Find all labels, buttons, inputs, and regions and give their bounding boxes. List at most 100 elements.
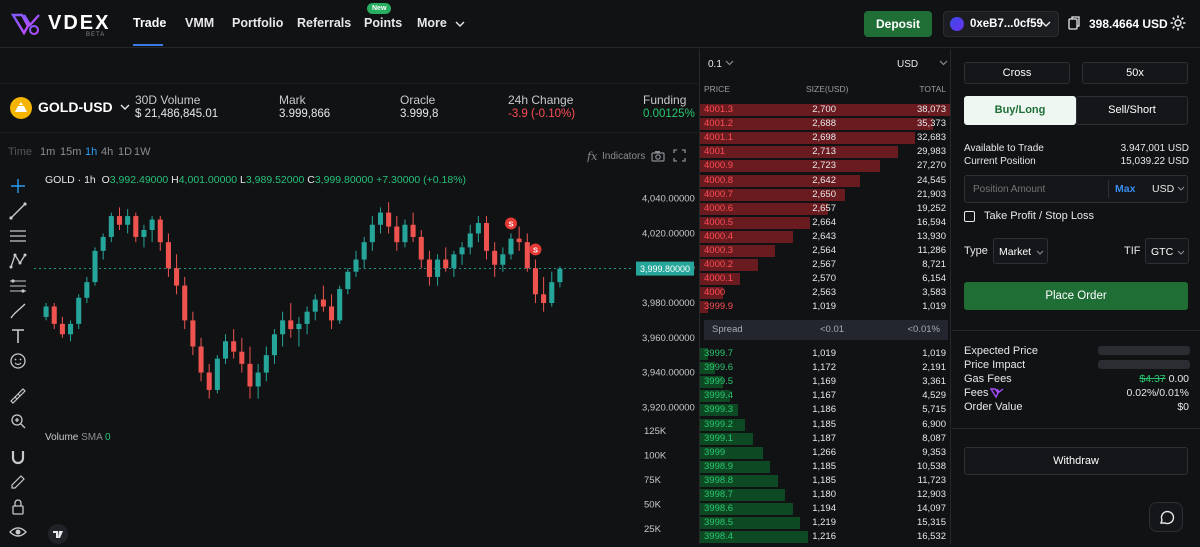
candle-body[interactable] [133, 216, 139, 237]
ask-row[interactable]: 4001 2,713 29,983 [700, 145, 950, 159]
candle-body[interactable] [43, 306, 49, 317]
nav-referrals[interactable]: Referrals [297, 16, 352, 30]
candle-body[interactable] [198, 346, 204, 373]
bid-row[interactable]: 3999.7 1,019 1,019 [700, 347, 950, 361]
bid-row[interactable]: 3998.7 1,180 12,903 [700, 488, 950, 502]
bid-row[interactable]: 3998.6 1,194 14,097 [700, 502, 950, 516]
candle-body[interactable] [435, 259, 441, 277]
ask-row[interactable]: 3999.9 1,019 1,019 [700, 300, 950, 314]
bid-row[interactable]: 3999.2 1,185 6,900 [700, 418, 950, 432]
bid-row[interactable]: 3999.1 1,187 8,087 [700, 432, 950, 446]
timeframe-1w[interactable]: 1W [134, 146, 151, 158]
candle-body[interactable] [108, 216, 114, 237]
candle-body[interactable] [337, 289, 343, 321]
buy-long-tab[interactable]: Buy/Long [964, 96, 1076, 125]
camera-icon[interactable] [651, 150, 665, 162]
candle-body[interactable] [329, 306, 335, 321]
candle-body[interactable] [239, 351, 245, 364]
market-selector[interactable]: GOLD-USD [38, 99, 131, 115]
candle-body[interactable] [271, 334, 277, 356]
amount-currency-select[interactable]: USD [1152, 183, 1185, 195]
candle-body[interactable] [59, 323, 65, 335]
nav-trade[interactable]: Trade [133, 16, 167, 30]
place-order-button[interactable]: Place Order [964, 282, 1188, 310]
candle-body[interactable] [320, 299, 326, 307]
candle-body[interactable] [116, 216, 123, 225]
sell-short-tab[interactable]: Sell/Short [1076, 96, 1188, 125]
candle-body[interactable] [165, 242, 171, 269]
candle-body[interactable] [418, 236, 424, 260]
crosshair-icon[interactable] [8, 176, 28, 196]
emoji-icon[interactable] [8, 351, 28, 371]
currency-select[interactable]: USD [897, 59, 948, 70]
brush-icon[interactable] [8, 301, 28, 321]
ask-row[interactable]: 4000 2,563 3,583 [700, 286, 950, 300]
timeframe-4h[interactable]: 4h [101, 146, 114, 158]
candle-body[interactable] [174, 268, 180, 286]
nav-points[interactable]: Points [364, 16, 403, 30]
bid-row[interactable]: 3999.4 1,167 4,529 [700, 389, 950, 403]
ask-row[interactable]: 4000.9 2,723 27,270 [700, 159, 950, 173]
candle-body[interactable] [125, 216, 131, 225]
bid-row[interactable]: 3999.3 1,186 5,715 [700, 403, 950, 417]
ask-row[interactable]: 4000.8 2,642 24,545 [700, 174, 950, 188]
bid-row[interactable]: 3999.6 1,172 2,191 [700, 361, 950, 375]
candle-body[interactable] [157, 219, 163, 243]
candle-body[interactable] [255, 372, 261, 387]
candle-body[interactable] [410, 224, 416, 237]
deposit-button[interactable]: Deposit [864, 11, 932, 37]
margin-mode-button[interactable]: Cross [964, 62, 1070, 84]
ask-row[interactable]: 4000.7 2,650 21,903 [700, 188, 950, 202]
candle-body[interactable] [76, 297, 82, 324]
magnet-icon[interactable] [8, 447, 28, 467]
ask-row[interactable]: 4000.5 2,664 16,594 [700, 216, 950, 230]
candle-body[interactable] [92, 250, 98, 283]
candle-body[interactable] [483, 223, 490, 251]
indicators-button[interactable]: Indicators [602, 151, 646, 162]
position-amount-input[interactable] [973, 182, 1103, 196]
vdex-logo-icon[interactable] [10, 11, 42, 37]
candle-body[interactable] [426, 259, 432, 277]
trend-line-icon[interactable] [8, 201, 28, 221]
zoom-icon[interactable] [8, 411, 28, 431]
candle-body[interactable] [149, 219, 155, 230]
order-type-select[interactable]: Market [993, 238, 1048, 264]
candle-body[interactable] [296, 323, 302, 330]
candlestick-chart[interactable]: 4,040.000004,020.000004,000.000003,980.0… [34, 184, 698, 544]
bid-row[interactable]: 3998.8 1,185 11,723 [700, 474, 950, 488]
candle-body[interactable] [557, 268, 563, 283]
ruler-icon[interactable] [8, 386, 28, 406]
candle-body[interactable] [402, 224, 408, 243]
candle-body[interactable] [443, 259, 449, 269]
gear-icon[interactable] [1169, 14, 1187, 32]
timeframe-1h[interactable]: 1h [85, 146, 98, 158]
ask-row[interactable]: 4001.2 2,688 35,373 [700, 117, 950, 131]
candle-body[interactable] [475, 223, 481, 234]
horizontal-lines-icon[interactable] [8, 226, 28, 246]
ask-row[interactable]: 4000.3 2,564 11,286 [700, 244, 950, 258]
candle-body[interactable] [541, 294, 547, 303]
candle-body[interactable] [68, 323, 74, 335]
text-icon[interactable] [8, 326, 28, 346]
candle-body[interactable] [532, 268, 538, 295]
sell-signal-marker[interactable] [529, 243, 542, 256]
lock-icon[interactable] [8, 497, 28, 517]
candle-body[interactable] [377, 212, 384, 225]
tif-select[interactable]: GTC [1145, 238, 1189, 264]
candle-body[interactable] [312, 299, 318, 312]
pattern-icon[interactable] [8, 251, 28, 271]
sell-signal-marker[interactable] [504, 217, 517, 230]
candle-body[interactable] [467, 233, 473, 248]
bid-row[interactable]: 3998.5 1,219 15,315 [700, 516, 950, 530]
bid-row[interactable]: 3998.9 1,185 10,538 [700, 460, 950, 474]
tradingview-logo[interactable] [48, 524, 68, 544]
ask-row[interactable]: 4001.3 2,700 38,073 [700, 103, 950, 117]
candle-body[interactable] [492, 250, 498, 265]
candle-body[interactable] [386, 212, 392, 227]
candle-body[interactable] [288, 320, 294, 330]
candle-body[interactable] [222, 341, 229, 359]
candle-body[interactable] [549, 282, 555, 303]
indicators-icon[interactable]: fx [587, 149, 601, 163]
candle-body[interactable] [214, 358, 220, 390]
candle-body[interactable] [190, 320, 196, 347]
